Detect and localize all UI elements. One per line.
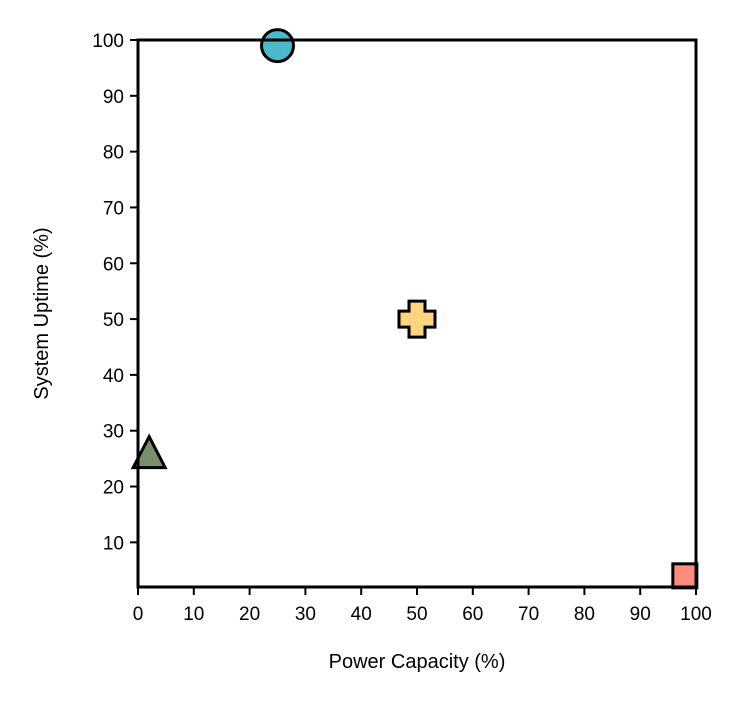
x-tick-label: 60 — [462, 604, 483, 625]
x-tick-label: 40 — [351, 604, 372, 625]
data-points — [130, 28, 699, 590]
x-tick-label: 0 — [133, 604, 144, 625]
y-tick-label: 70 — [103, 198, 124, 219]
x-tick-label: 70 — [518, 604, 539, 625]
y-axis-label: System Uptime (%) — [31, 227, 53, 399]
y-tick-label: 100 — [92, 31, 124, 52]
y-tick-label: 40 — [103, 366, 124, 387]
x-axis-ticks: 0 10 20 30 40 50 60 70 80 90 100 — [133, 587, 712, 625]
y-tick-label: 20 — [103, 478, 124, 499]
y-tick-label: 50 — [103, 310, 124, 331]
y-tick-label: 10 — [103, 533, 124, 554]
data-point-plus — [397, 299, 437, 339]
data-point-circle — [260, 28, 295, 64]
x-tick-label: 100 — [680, 604, 712, 625]
x-tick-label: 20 — [239, 604, 260, 625]
x-tick-label: 10 — [183, 604, 204, 625]
y-tick-label: 90 — [103, 87, 124, 108]
x-tick-label: 30 — [295, 604, 316, 625]
plot-frame — [136, 38, 698, 589]
y-tick-label: 80 — [103, 143, 124, 164]
y-tick-label: 60 — [103, 254, 124, 275]
x-tick-label: 80 — [574, 604, 595, 625]
x-tick-label: 90 — [630, 604, 651, 625]
x-tick-label: 50 — [406, 604, 427, 625]
y-axis-ticks: 10 20 30 40 50 60 70 80 90 100 — [92, 31, 138, 554]
x-axis-label: Power Capacity (%) — [329, 651, 506, 673]
y-tick-label: 30 — [103, 422, 124, 443]
data-point-triangle — [130, 433, 168, 470]
data-point-square — [671, 562, 699, 590]
